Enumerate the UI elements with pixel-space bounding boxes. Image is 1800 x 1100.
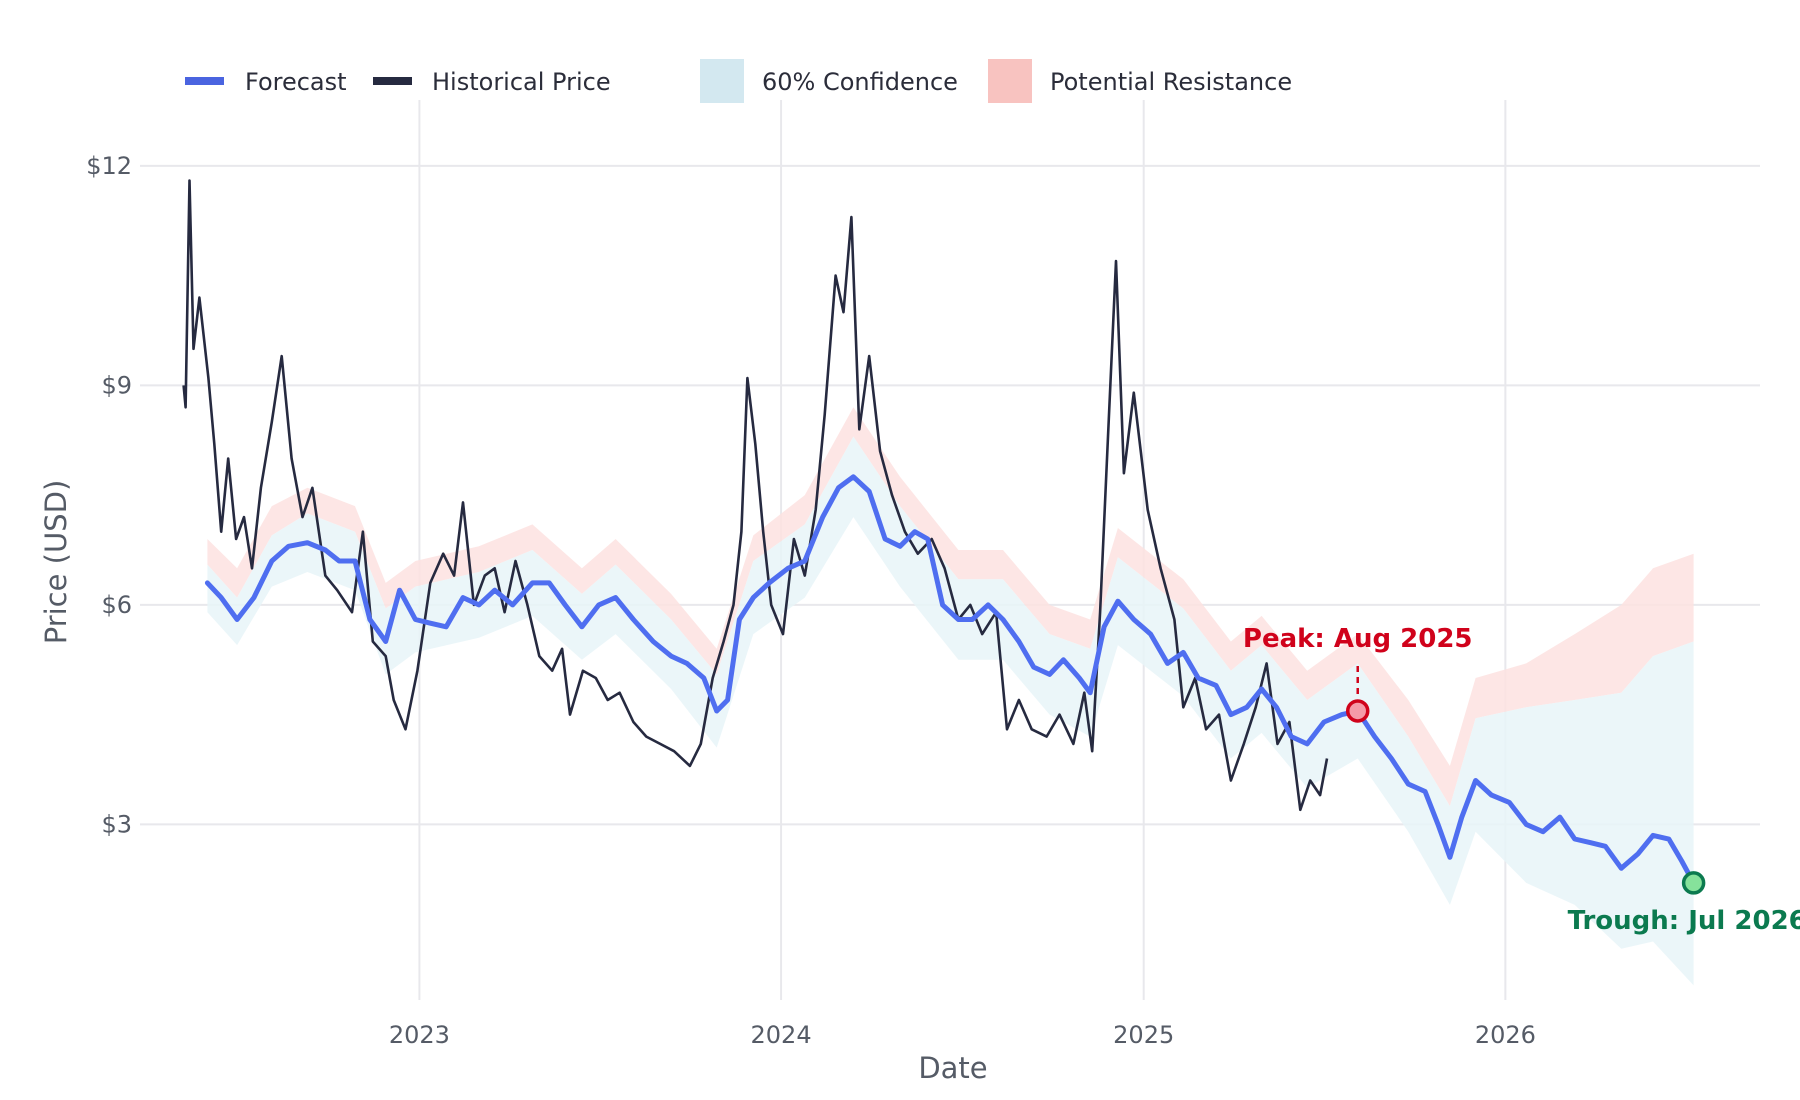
x-tick-label: 2024 bbox=[751, 1021, 812, 1049]
y-tick-label: $9 bbox=[101, 371, 132, 399]
legend-label-forecast: Forecast bbox=[245, 68, 347, 96]
peak-marker bbox=[1345, 699, 1370, 723]
peak-annotation: Peak: Aug 2025 bbox=[1243, 624, 1473, 723]
legend: Forecast Historical Price 60% Confidence… bbox=[185, 59, 1292, 103]
confidence-swatch bbox=[700, 59, 744, 103]
legend-label-confidence: 60% Confidence bbox=[762, 68, 958, 96]
x-tick-label: 2026 bbox=[1475, 1021, 1536, 1049]
trough-marker bbox=[1681, 871, 1706, 895]
x-axis-ticks: 2023 2024 2025 2026 bbox=[389, 1021, 1536, 1049]
legend-item-confidence: 60% Confidence bbox=[700, 59, 958, 103]
x-axis-label: Date bbox=[918, 1051, 987, 1085]
resistance-swatch bbox=[988, 59, 1032, 103]
annotations: Peak: Aug 2025 Trough: Jul 2026 bbox=[1243, 624, 1800, 936]
historical-price-line bbox=[182, 179, 1329, 812]
legend-label-resistance: Potential Resistance bbox=[1050, 68, 1292, 96]
legend-item-resistance: Potential Resistance bbox=[988, 59, 1292, 103]
x-tick-label: 2025 bbox=[1113, 1021, 1174, 1049]
forecast-swatch bbox=[185, 77, 224, 85]
y-tick-label: $3 bbox=[101, 810, 132, 838]
forecast-line bbox=[204, 474, 1697, 886]
historical-swatch bbox=[373, 77, 412, 85]
trough-annotation: Trough: Jul 2026 bbox=[1568, 871, 1800, 936]
legend-label-historical: Historical Price bbox=[432, 68, 611, 96]
y-tick-label: $12 bbox=[86, 152, 132, 180]
y-axis-label: Price (USD) bbox=[39, 480, 73, 645]
y-tick-label: $6 bbox=[101, 591, 132, 619]
legend-item-historical: Historical Price bbox=[373, 68, 611, 96]
legend-item-forecast: Forecast bbox=[185, 68, 347, 96]
x-tick-label: 2023 bbox=[389, 1021, 450, 1049]
y-axis-ticks: $3 $6 $9 $12 bbox=[86, 152, 132, 839]
trough-label: Trough: Jul 2026 bbox=[1568, 906, 1800, 936]
peak-label: Peak: Aug 2025 bbox=[1243, 624, 1473, 654]
